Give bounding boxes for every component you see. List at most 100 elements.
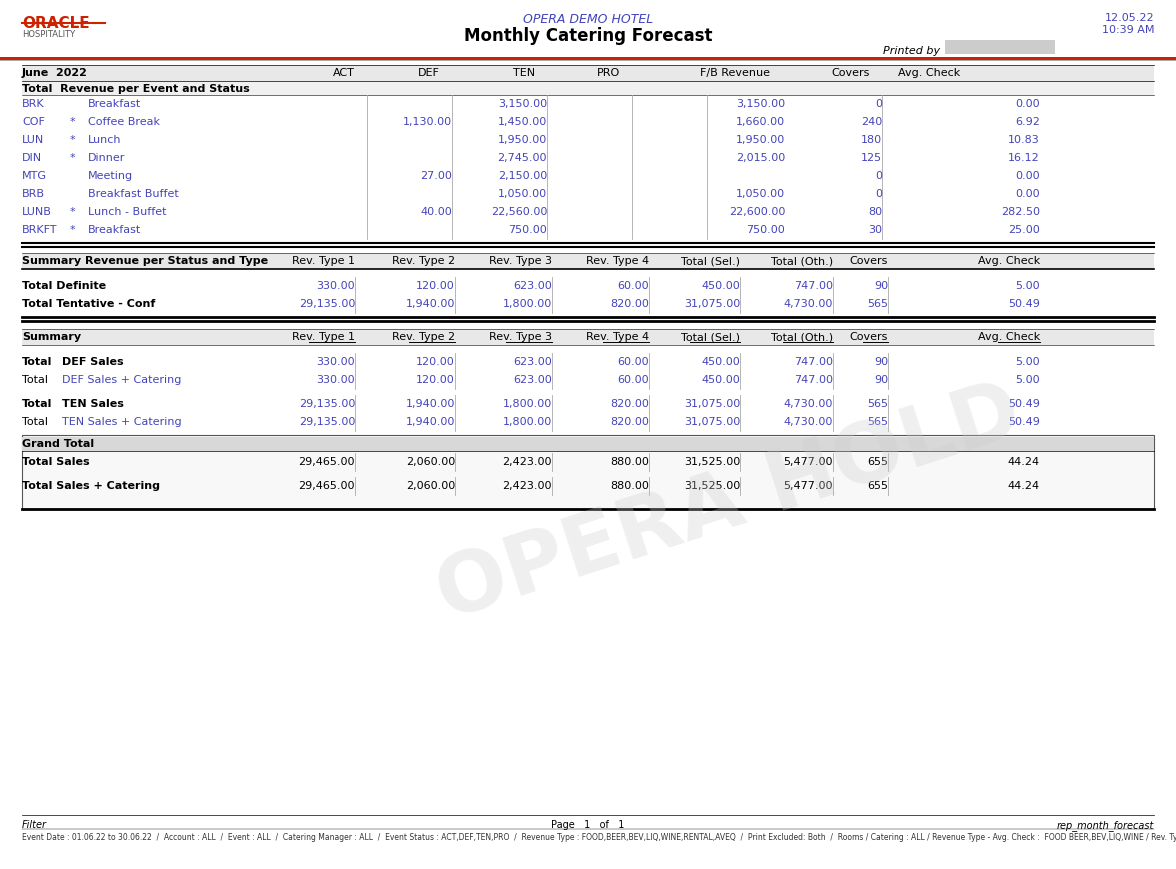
Text: 1,940.00: 1,940.00 [406, 399, 455, 409]
Text: 0: 0 [875, 189, 882, 199]
Text: *: * [71, 207, 75, 217]
Text: 747.00: 747.00 [794, 357, 833, 367]
Text: 90: 90 [874, 281, 888, 291]
Text: TEN: TEN [513, 68, 535, 78]
Text: 50.49: 50.49 [1008, 399, 1040, 409]
Text: BRK: BRK [22, 99, 45, 109]
Text: 623.00: 623.00 [513, 281, 552, 291]
Bar [0, 60, 1176, 61]
Text: 29,465.00: 29,465.00 [299, 457, 355, 467]
Text: 31,525.00: 31,525.00 [683, 457, 740, 467]
Text: 1,940.00: 1,940.00 [406, 299, 455, 309]
Text: 3,150.00: 3,150.00 [497, 99, 547, 109]
Text: 565: 565 [867, 399, 888, 409]
Text: 31,075.00: 31,075.00 [683, 399, 740, 409]
Text: 282.50: 282.50 [1001, 207, 1040, 217]
Text: *: * [71, 225, 75, 235]
Text: Lunch - Buffet: Lunch - Buffet [88, 207, 167, 217]
Text: 655: 655 [867, 457, 888, 467]
Text: 180: 180 [861, 135, 882, 145]
Text: DEF Sales + Catering: DEF Sales + Catering [62, 375, 181, 385]
Text: 125: 125 [861, 153, 882, 163]
Text: 2,060.00: 2,060.00 [406, 481, 455, 491]
Text: 1,050.00: 1,050.00 [497, 189, 547, 199]
Text: 747.00: 747.00 [794, 375, 833, 385]
Text: Page   1   of   1: Page 1 of 1 [552, 820, 624, 830]
Text: Avg. Check: Avg. Check [977, 332, 1040, 342]
Text: 330.00: 330.00 [316, 357, 355, 367]
Text: 1,130.00: 1,130.00 [403, 117, 452, 127]
Text: OPERA HOLD: OPERA HOLD [427, 371, 1031, 637]
Text: 22,600.00: 22,600.00 [729, 207, 786, 217]
Text: Total (Oth.): Total (Oth.) [771, 256, 833, 266]
Text: Grand Total: Grand Total [22, 439, 94, 449]
Text: 2,150.00: 2,150.00 [497, 171, 547, 181]
Text: Total: Total [22, 399, 53, 409]
Text: 330.00: 330.00 [316, 375, 355, 385]
Text: 1,800.00: 1,800.00 [503, 399, 552, 409]
Text: 120.00: 120.00 [416, 281, 455, 291]
Text: BRKFT: BRKFT [22, 225, 58, 235]
Bar [0, 57, 1176, 60]
Text: Avg. Check: Avg. Check [897, 68, 960, 78]
Text: 60.00: 60.00 [617, 375, 649, 385]
Text: Total Sales: Total Sales [22, 457, 89, 467]
Text: Rev. Type 1: Rev. Type 1 [292, 332, 355, 342]
Bar [22, 329, 1154, 345]
Text: 1,450.00: 1,450.00 [497, 117, 547, 127]
Text: Summary Revenue per Status and Type: Summary Revenue per Status and Type [22, 256, 268, 266]
Text: 2,423.00: 2,423.00 [502, 457, 552, 467]
Text: Coffee Break: Coffee Break [88, 117, 160, 127]
Text: 0: 0 [875, 99, 882, 109]
Text: 5,477.00: 5,477.00 [783, 481, 833, 491]
Text: Rev. Type 2: Rev. Type 2 [392, 256, 455, 266]
Text: 25.00: 25.00 [1008, 225, 1040, 235]
Text: rep_month_forecast: rep_month_forecast [1056, 820, 1154, 831]
Text: 5.00: 5.00 [1015, 375, 1040, 385]
Text: 1,050.00: 1,050.00 [736, 189, 786, 199]
Text: 50.49: 50.49 [1008, 417, 1040, 427]
Text: *: * [71, 135, 75, 145]
Text: 2,745.00: 2,745.00 [497, 153, 547, 163]
Text: BRB: BRB [22, 189, 45, 199]
Text: F/B Revenue: F/B Revenue [700, 68, 770, 78]
Text: 820.00: 820.00 [610, 417, 649, 427]
Text: 2,423.00: 2,423.00 [502, 481, 552, 491]
Text: 29,135.00: 29,135.00 [299, 417, 355, 427]
Text: 30: 30 [868, 225, 882, 235]
Text: 0: 0 [875, 171, 882, 181]
Text: Covers: Covers [849, 332, 888, 342]
Text: 0.00: 0.00 [1015, 99, 1040, 109]
Text: 565: 565 [867, 417, 888, 427]
Text: 450.00: 450.00 [701, 281, 740, 291]
Bar [22, 437, 1154, 451]
Text: HOSPITALITY: HOSPITALITY [22, 30, 75, 39]
Text: COF: COF [22, 117, 45, 127]
Text: Total (Sel.): Total (Sel.) [681, 332, 740, 342]
Text: DEF: DEF [419, 68, 440, 78]
Text: 820.00: 820.00 [610, 299, 649, 309]
Text: Monthly Catering Forecast: Monthly Catering Forecast [463, 27, 713, 45]
Text: Rev. Type 3: Rev. Type 3 [489, 332, 552, 342]
Text: DEF Sales: DEF Sales [62, 357, 123, 367]
Text: Rev. Type 3: Rev. Type 3 [489, 256, 552, 266]
Bar [946, 40, 1055, 54]
Text: Breakfast Buffet: Breakfast Buffet [88, 189, 179, 199]
Text: 240: 240 [861, 117, 882, 127]
Bar [22, 435, 1154, 509]
Text: 820.00: 820.00 [610, 399, 649, 409]
Text: ORACLE: ORACLE [22, 16, 89, 31]
Text: 80: 80 [868, 207, 882, 217]
Text: 0.00: 0.00 [1015, 189, 1040, 199]
Text: 0.00: 0.00 [1015, 171, 1040, 181]
Text: 5.00: 5.00 [1015, 357, 1040, 367]
Text: 50.49: 50.49 [1008, 299, 1040, 309]
Text: PRO: PRO [596, 68, 620, 78]
Text: 40.00: 40.00 [420, 207, 452, 217]
Text: 880.00: 880.00 [610, 481, 649, 491]
Text: Filter: Filter [22, 820, 47, 830]
Text: 44.24: 44.24 [1008, 481, 1040, 491]
Text: Breakfast: Breakfast [88, 99, 141, 109]
Text: LUNB: LUNB [22, 207, 52, 217]
Text: 880.00: 880.00 [610, 457, 649, 467]
